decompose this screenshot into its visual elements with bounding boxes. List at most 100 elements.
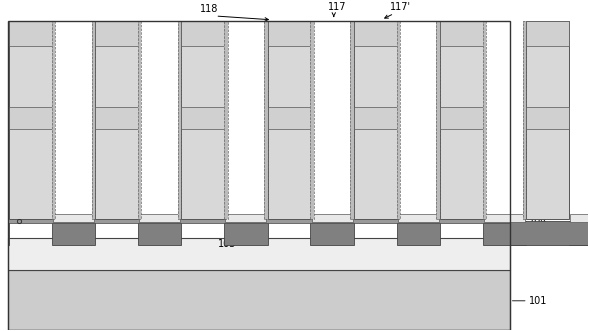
Bar [440,107,482,129]
Bar [178,21,181,219]
Bar [436,21,440,219]
Bar [440,21,482,46]
Bar [354,107,396,129]
Bar [92,21,95,219]
Bar [570,214,589,222]
Bar [440,21,482,219]
Bar [138,221,181,245]
Bar [354,21,396,219]
Bar [526,21,569,46]
Text: 107: 107 [529,56,548,66]
Bar [8,238,509,270]
Bar [354,21,396,46]
Bar [224,221,267,245]
Bar [509,21,589,219]
Bar [224,21,228,219]
Text: 108: 108 [529,44,547,54]
Bar [181,21,224,46]
Bar [569,221,589,245]
Bar [226,214,266,222]
Bar [396,221,440,245]
Bar [440,21,482,46]
Bar [8,218,509,223]
Bar [138,21,181,219]
Bar [8,21,509,330]
Bar [350,21,354,219]
Bar [95,21,138,219]
Bar [522,21,526,219]
Bar [526,107,569,129]
Bar [52,221,95,245]
Text: 106: 106 [529,69,547,78]
Text: 118: 118 [200,4,219,15]
Bar [396,21,400,219]
Bar [482,221,526,245]
Bar [138,21,141,219]
Bar [312,214,353,222]
Bar [526,107,569,129]
Bar [181,21,224,46]
Bar [398,214,439,222]
Bar [224,21,228,219]
Bar [354,107,396,129]
Bar [226,214,266,222]
Bar [436,21,440,219]
Text: 117': 117' [389,2,411,12]
Bar [9,21,52,219]
Bar [509,221,589,245]
Bar [224,21,267,219]
Bar [440,107,482,129]
Bar [312,214,353,222]
Bar [8,270,509,330]
Bar [95,21,138,219]
Bar [138,21,141,219]
Bar [396,21,400,219]
Bar [267,21,310,219]
Bar [310,221,354,245]
Bar [310,21,314,219]
Bar [9,107,52,129]
Bar [95,21,138,46]
Bar [267,21,310,46]
Bar [267,21,310,46]
Bar [181,21,224,219]
Text: 117: 117 [327,2,346,12]
Bar [354,21,396,46]
Bar [264,21,267,219]
Bar [52,21,55,219]
Bar [350,21,354,219]
Bar [267,107,310,129]
Bar [482,21,486,219]
Bar [398,214,439,222]
Text: 104: 104 [529,216,547,226]
Bar [8,270,509,330]
Bar [569,21,589,219]
Text: 101: 101 [529,296,547,306]
Bar [310,21,314,219]
Bar [95,21,138,46]
Bar [95,107,138,129]
Text: 105: 105 [529,145,548,156]
Bar [354,21,396,219]
Bar [53,214,94,222]
Bar [53,214,94,222]
Bar [9,21,52,46]
Bar [181,107,224,129]
Bar [267,107,310,129]
Bar [310,21,354,219]
Bar [482,21,486,219]
Bar [526,21,569,219]
Bar [9,21,52,219]
Bar [181,21,224,219]
Bar [178,21,181,219]
Bar [482,21,526,219]
Bar [8,238,509,270]
Bar [570,214,589,222]
Text: 102: 102 [529,231,548,241]
Bar [267,21,310,219]
Bar [526,21,569,46]
Bar [52,21,55,219]
Bar [9,107,52,129]
Bar [139,214,180,222]
Bar [264,21,267,219]
